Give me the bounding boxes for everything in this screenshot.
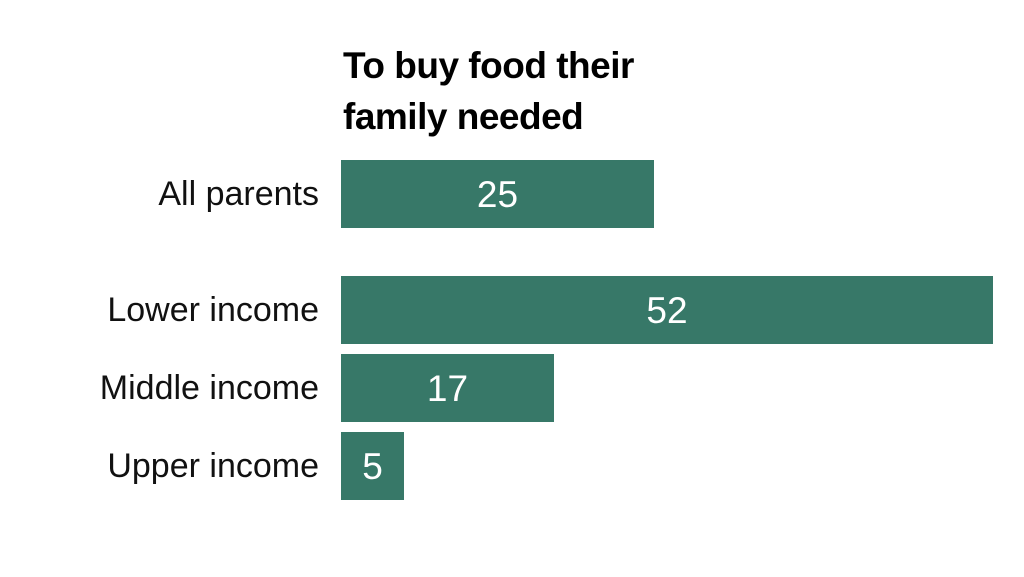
bar-row: Lower income 52 — [0, 276, 1024, 344]
bar: 5 — [341, 432, 404, 500]
category-label: Lower income — [107, 290, 319, 329]
category-label: Upper income — [107, 446, 319, 485]
bar-row: All parents 25 — [0, 160, 1024, 228]
bar-value-label: 5 — [362, 445, 383, 487]
bar-rows: All parents 25 Lower income 52 Middle income… — [0, 160, 1024, 510]
bar: 52 — [341, 276, 993, 344]
chart-title-line-1: To buy food their — [343, 45, 634, 86]
bar-value-label: 25 — [476, 173, 519, 215]
category-label: All parents — [158, 174, 319, 213]
bar: 25 — [341, 160, 654, 228]
chart-title-line-2: family needed — [343, 96, 584, 137]
bar-row: Middle income 17 — [0, 354, 1024, 422]
category-label: Middle income — [99, 368, 319, 407]
chart-title: To buy food their family needed — [343, 40, 634, 142]
bar-value-label: 52 — [646, 289, 688, 331]
bar: 17 — [341, 354, 554, 422]
bar-value-label: 17 — [426, 367, 469, 409]
bar-row: Upper income 5 — [0, 432, 1024, 500]
